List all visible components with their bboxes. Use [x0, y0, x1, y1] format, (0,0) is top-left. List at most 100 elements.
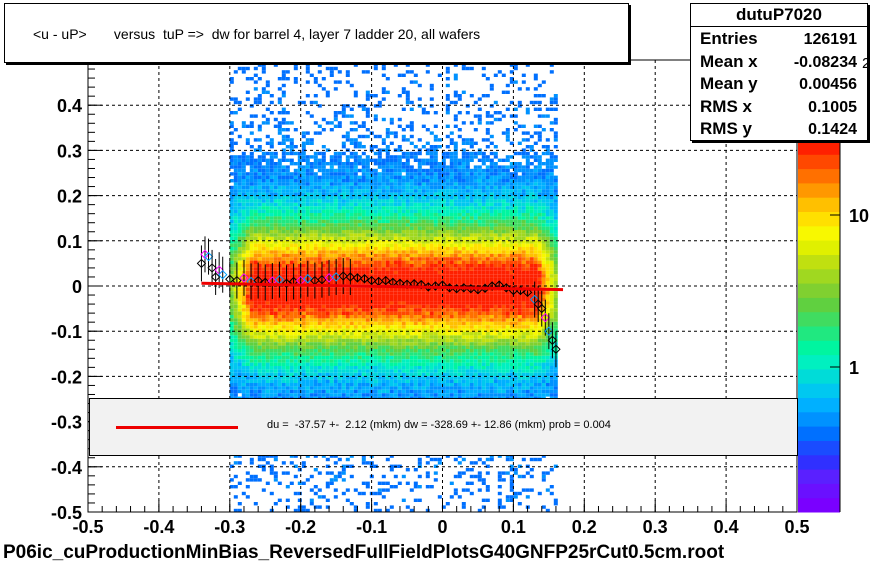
heatmap-cell — [437, 457, 442, 462]
heatmap-cell — [361, 383, 366, 387]
heatmap-cell — [257, 454, 262, 458]
heatmap-cell — [301, 393, 306, 397]
heatmap-cell — [261, 304, 266, 309]
heatmap-cell — [285, 298, 290, 302]
heatmap-cell — [269, 342, 274, 346]
heatmap-cell — [265, 158, 270, 162]
heatmap-cell — [425, 264, 430, 268]
heatmap-cell — [429, 301, 434, 305]
heatmap-cell — [237, 345, 242, 349]
heatmap-cell — [429, 230, 434, 234]
heatmap-cell — [341, 145, 346, 149]
heatmap-cell — [269, 151, 274, 156]
heatmap-cell — [397, 366, 402, 370]
heatmap-cell — [349, 179, 354, 183]
heatmap-cell — [445, 145, 450, 149]
heatmap-cell — [233, 192, 238, 196]
heatmap-cell — [257, 393, 262, 397]
heatmap-cell — [241, 209, 246, 213]
heatmap-cell — [253, 192, 258, 196]
heatmap-cell — [429, 277, 434, 281]
heatmap-cell — [249, 359, 254, 363]
heatmap-cell — [393, 352, 398, 356]
heatmap-cell — [329, 281, 334, 285]
heatmap-cell — [373, 209, 378, 213]
heatmap-cell — [329, 219, 334, 224]
heatmap-cell — [337, 308, 342, 312]
heatmap-cell — [437, 349, 442, 353]
heatmap-cell — [369, 219, 374, 224]
heatmap-cell — [385, 304, 390, 309]
heatmap-cell — [257, 321, 262, 326]
heatmap-cell — [345, 308, 350, 312]
heatmap-cell — [357, 253, 362, 258]
heatmap-cell — [413, 359, 418, 363]
heatmap-cell — [321, 355, 326, 360]
heatmap-cell — [289, 141, 294, 145]
heatmap-cell — [393, 216, 398, 220]
heatmap-cell — [285, 240, 290, 244]
heatmap-cell — [317, 257, 322, 261]
heatmap-cell — [353, 199, 358, 203]
heatmap-cell — [317, 471, 322, 475]
heatmap-cell — [397, 185, 402, 190]
heatmap-cell — [445, 77, 450, 81]
heatmap-cell — [385, 291, 390, 295]
heatmap-cell — [301, 250, 306, 254]
heatmap-cell — [277, 233, 282, 237]
heatmap-cell — [337, 179, 342, 183]
heatmap-cell — [441, 383, 446, 387]
heatmap-cell — [413, 301, 418, 305]
heatmap-cell — [413, 468, 418, 472]
heatmap-cell — [361, 182, 366, 186]
heatmap-cell — [421, 189, 426, 193]
heatmap-cell — [389, 335, 394, 339]
heatmap-cell — [325, 301, 330, 305]
heatmap-cell — [325, 328, 330, 332]
heatmap-cell — [245, 274, 250, 278]
heatmap-cell — [433, 311, 438, 315]
heatmap-cell — [313, 155, 318, 159]
heatmap-cell — [429, 233, 434, 237]
heatmap-cell — [417, 332, 422, 336]
heatmap-cell — [265, 352, 270, 356]
heatmap-cell — [313, 338, 318, 343]
heatmap-cell — [257, 464, 262, 468]
heatmap-cell — [253, 301, 258, 305]
heatmap-cell — [309, 338, 314, 343]
heatmap-cell — [305, 372, 310, 377]
heatmap-cell — [409, 274, 414, 278]
heatmap-cell — [297, 264, 302, 268]
heatmap-cell — [345, 362, 350, 366]
heatmap-cell — [421, 179, 426, 183]
heatmap-cell — [429, 87, 434, 91]
heatmap-cell — [253, 175, 258, 179]
heatmap-cell — [285, 362, 290, 366]
heatmap-cell — [353, 206, 358, 210]
heatmap-cell — [393, 131, 398, 135]
heatmap-cell — [341, 260, 346, 264]
heatmap-cell — [257, 338, 262, 343]
heatmap-cell — [349, 182, 354, 186]
heatmap-cell — [273, 325, 278, 329]
heatmap-cell — [281, 264, 286, 268]
heatmap-cell — [293, 318, 298, 322]
heatmap-cell — [241, 189, 246, 193]
heatmap-cell — [345, 192, 350, 196]
heatmap-cell — [281, 134, 286, 139]
heatmap-cell — [297, 393, 302, 397]
heatmap-cell — [365, 298, 370, 302]
heatmap-cell — [405, 213, 410, 217]
heatmap-cell — [369, 182, 374, 186]
heatmap-cell — [265, 240, 270, 244]
heatmap-cell — [405, 206, 410, 210]
heatmap-cell — [229, 199, 234, 203]
heatmap-cell — [257, 264, 262, 268]
heatmap-cell — [321, 250, 326, 254]
heatmap-cell — [237, 213, 242, 217]
heatmap-cell — [277, 332, 282, 336]
heatmap-cell — [329, 213, 334, 217]
heatmap-cell — [309, 474, 314, 479]
heatmap-cell — [329, 386, 334, 390]
heatmap-cell — [389, 389, 394, 394]
